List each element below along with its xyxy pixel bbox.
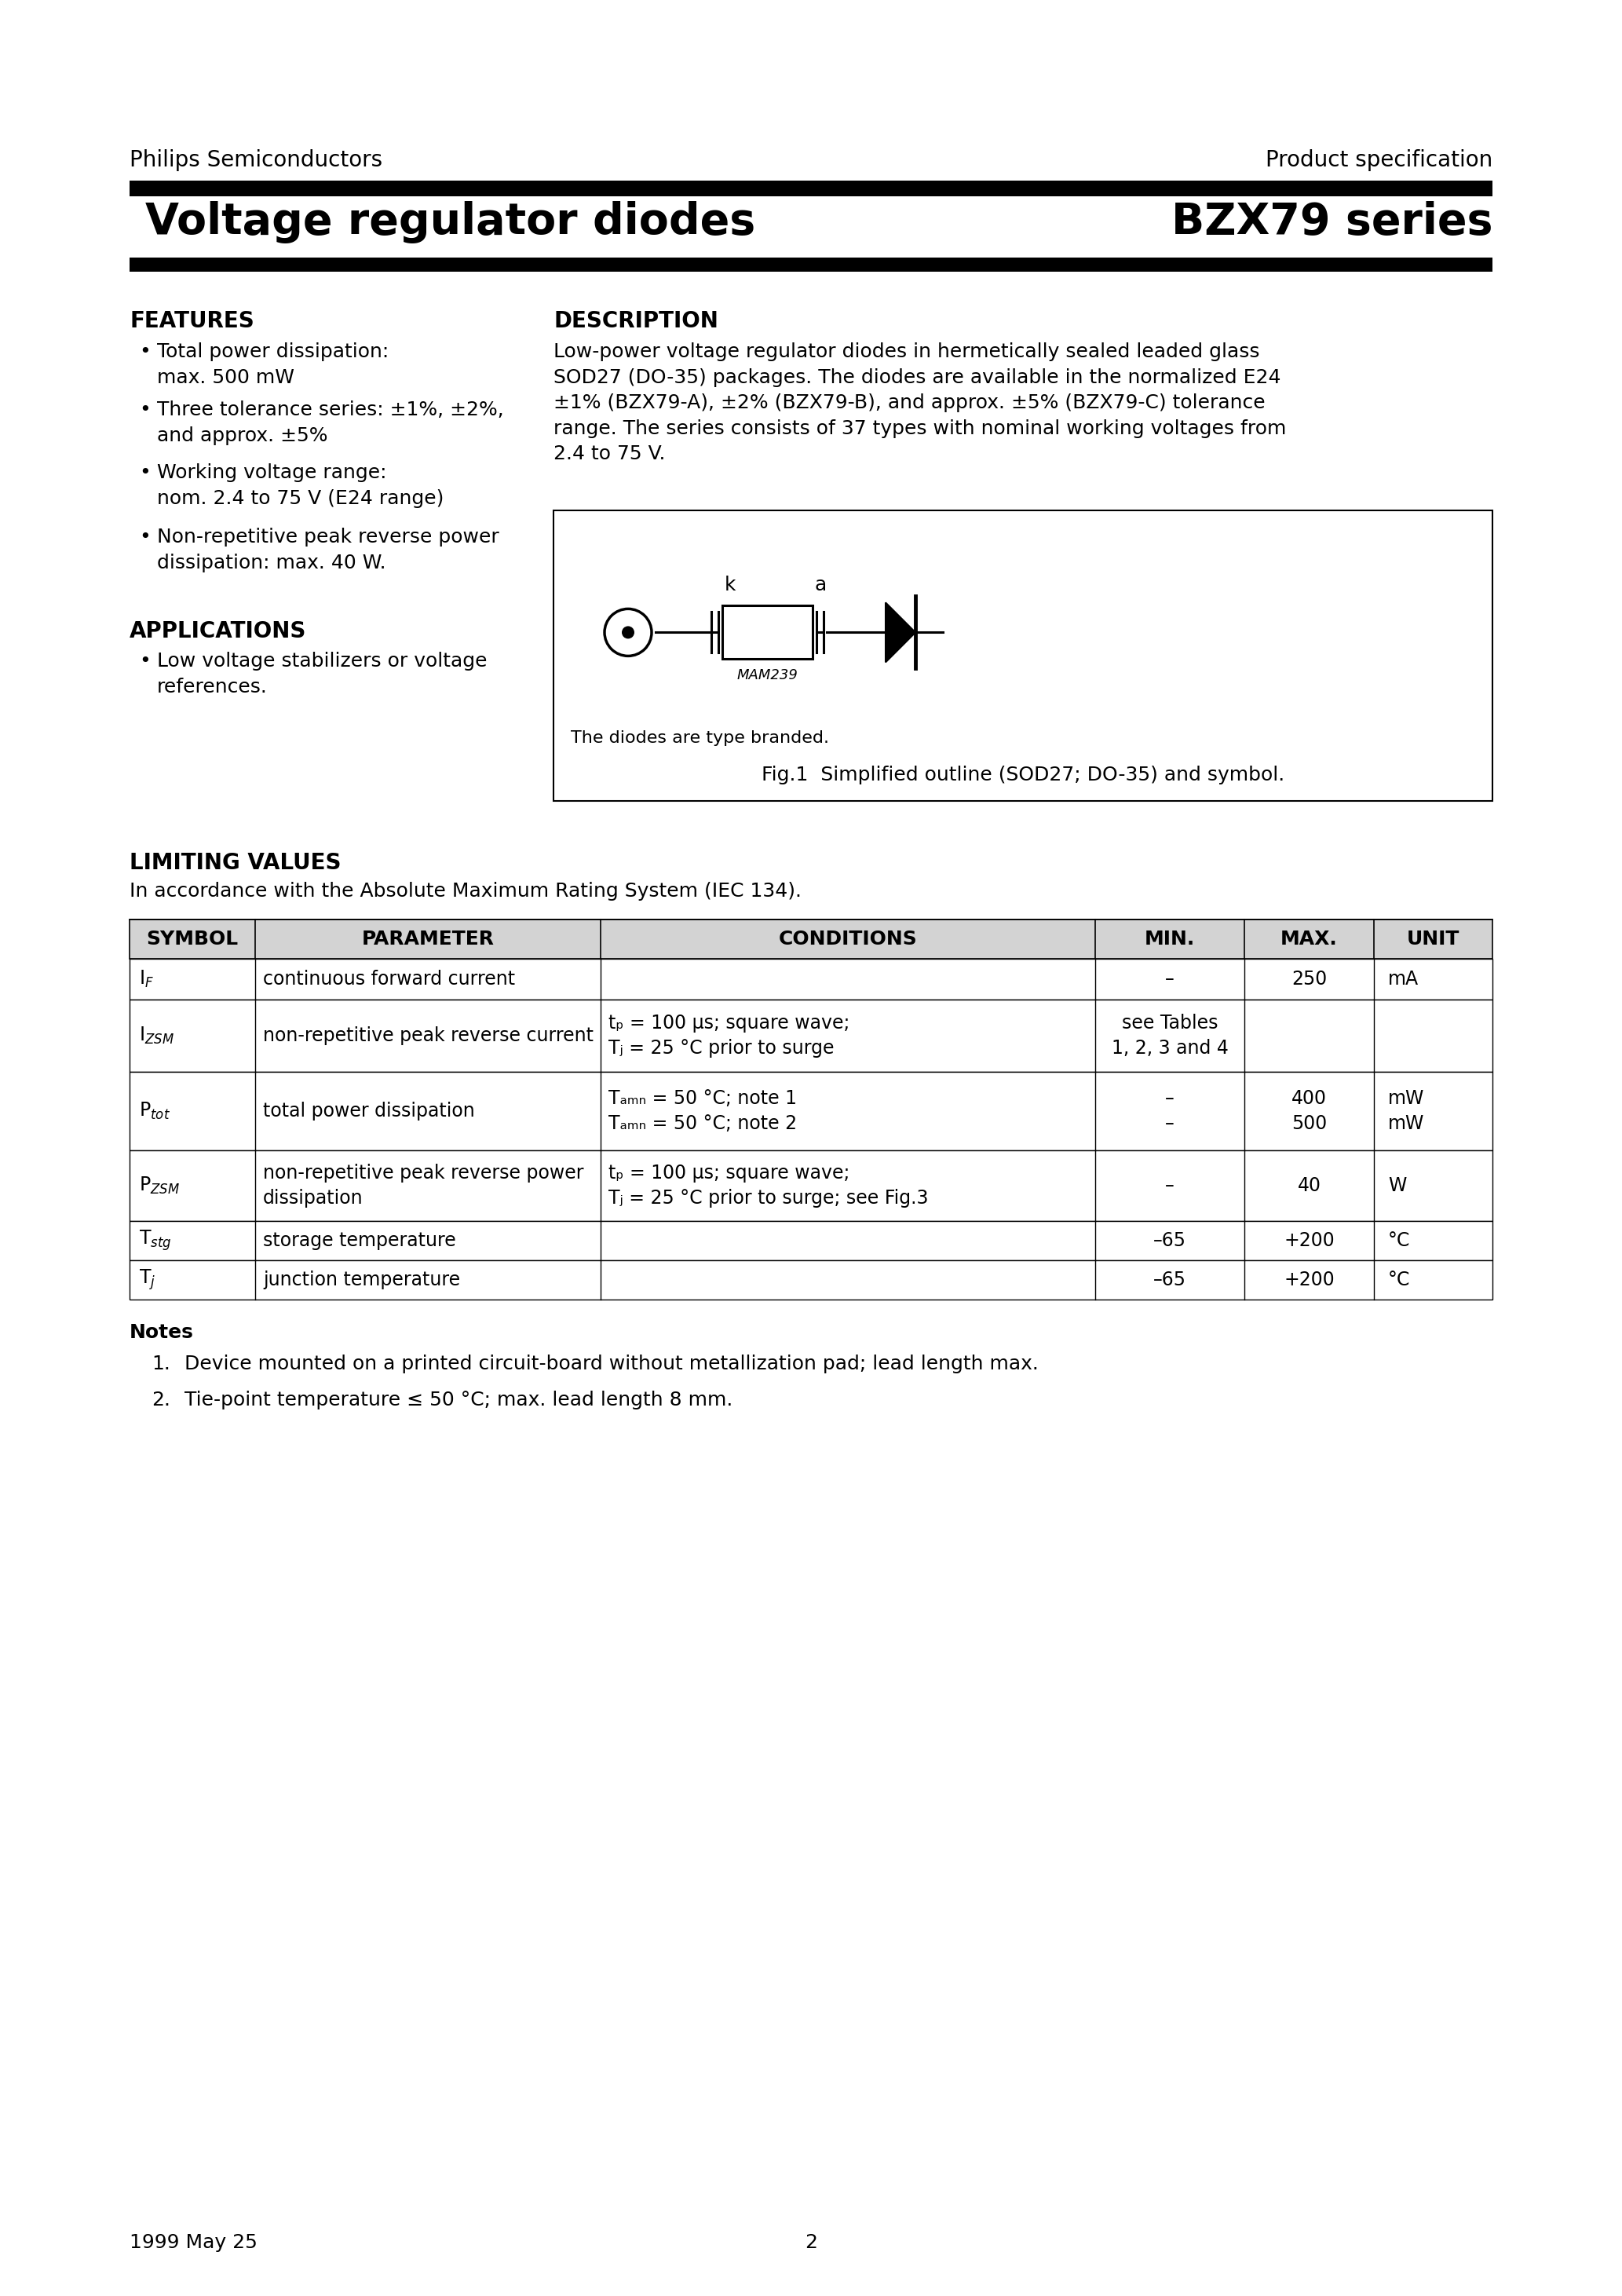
Text: –65: –65 [1153, 1231, 1186, 1249]
Text: –65: –65 [1153, 1270, 1186, 1290]
Bar [130, 1072, 1492, 1150]
Text: Three tolerance series: ±1%, ±2%,
and approx. ±5%: Three tolerance series: ±1%, ±2%, and ap… [157, 400, 504, 445]
Text: total power dissipation: total power dissipation [263, 1102, 475, 1120]
Bar [130, 999, 1492, 1072]
Bar [130, 918, 1492, 960]
Text: PARAMETER: PARAMETER [362, 930, 495, 948]
Text: °C: °C [1388, 1231, 1410, 1249]
Text: P$_{tot}$: P$_{tot}$ [139, 1100, 170, 1120]
Text: Philips Semiconductors: Philips Semiconductors [130, 149, 383, 172]
Text: Voltage regulator diodes: Voltage regulator diodes [146, 202, 756, 243]
Text: non-repetitive peak reverse power
dissipation: non-repetitive peak reverse power dissip… [263, 1164, 584, 1208]
Text: 2: 2 [805, 2234, 817, 2252]
Text: –: – [1165, 969, 1174, 990]
Text: 400
500: 400 500 [1291, 1088, 1327, 1132]
Text: Device mounted on a printed circuit-board without metallization pad; lead length: Device mounted on a printed circuit-boar… [185, 1355, 1038, 1373]
Bar [130, 257, 1492, 271]
Text: •: • [139, 464, 151, 482]
Bar [722, 606, 813, 659]
Text: DESCRIPTION: DESCRIPTION [553, 310, 719, 333]
Bar [130, 1261, 1492, 1300]
Text: CONDITIONS: CONDITIONS [779, 930, 918, 948]
Text: Product specification: Product specification [1265, 149, 1492, 172]
Text: 40: 40 [1298, 1176, 1320, 1196]
Text: continuous forward current: continuous forward current [263, 969, 516, 990]
Text: Low-power voltage regulator diodes in hermetically sealed leaded glass
SOD27 (DO: Low-power voltage regulator diodes in he… [553, 342, 1286, 464]
Text: SYMBOL: SYMBOL [146, 930, 238, 948]
Text: •: • [139, 400, 151, 420]
Text: k: k [725, 576, 736, 595]
Text: UNIT: UNIT [1406, 930, 1460, 948]
Text: –: – [1165, 1176, 1174, 1196]
Text: Non-repetitive peak reverse power
dissipation: max. 40 W.: Non-repetitive peak reverse power dissip… [157, 528, 500, 572]
Bar [130, 1221, 1492, 1261]
Bar [553, 510, 1492, 801]
Text: Fig.1  Simplified outline (SOD27; DO-35) and symbol.: Fig.1 Simplified outline (SOD27; DO-35) … [761, 765, 1285, 785]
Text: tₚ = 100 μs; square wave;
Tⱼ = 25 °C prior to surge; see Fig.3: tₚ = 100 μs; square wave; Tⱼ = 25 °C pri… [608, 1164, 928, 1208]
Circle shape [621, 627, 634, 638]
Text: Notes: Notes [130, 1322, 193, 1341]
Text: °C: °C [1388, 1270, 1410, 1290]
Text: MIN.: MIN. [1145, 930, 1195, 948]
Text: APPLICATIONS: APPLICATIONS [130, 620, 307, 643]
Text: MAX.: MAX. [1281, 930, 1338, 948]
Text: Total power dissipation:
max. 500 mW: Total power dissipation: max. 500 mW [157, 342, 389, 386]
Polygon shape [886, 602, 915, 661]
Text: –
–: – – [1165, 1088, 1174, 1132]
Text: T$_j$: T$_j$ [139, 1267, 156, 1293]
Bar [130, 181, 1492, 195]
Text: MAM239: MAM239 [736, 668, 798, 682]
Text: 250: 250 [1291, 969, 1327, 990]
Text: •: • [139, 652, 151, 670]
Text: Working voltage range:
nom. 2.4 to 75 V (E24 range): Working voltage range: nom. 2.4 to 75 V … [157, 464, 444, 507]
Text: mA: mA [1388, 969, 1419, 990]
Text: I$_F$: I$_F$ [139, 969, 154, 990]
Text: non-repetitive peak reverse current: non-repetitive peak reverse current [263, 1026, 594, 1045]
Text: +200: +200 [1283, 1231, 1335, 1249]
Text: 1.: 1. [151, 1355, 170, 1373]
Text: 1999 May 25: 1999 May 25 [130, 2234, 258, 2252]
Text: mW
mW: mW mW [1388, 1088, 1424, 1132]
Text: tₚ = 100 μs; square wave;
Tⱼ = 25 °C prior to surge: tₚ = 100 μs; square wave; Tⱼ = 25 °C pri… [608, 1015, 850, 1058]
Text: The diodes are type branded.: The diodes are type branded. [571, 730, 829, 746]
Text: junction temperature: junction temperature [263, 1270, 461, 1290]
Text: LIMITING VALUES: LIMITING VALUES [130, 852, 341, 875]
Text: I$_{ZSM}$: I$_{ZSM}$ [139, 1026, 174, 1047]
Bar [130, 960, 1492, 999]
Text: P$_{ZSM}$: P$_{ZSM}$ [139, 1176, 180, 1196]
Text: FEATURES: FEATURES [130, 310, 255, 333]
Text: storage temperature: storage temperature [263, 1231, 456, 1249]
Text: •: • [139, 342, 151, 360]
Text: see Tables
1, 2, 3 and 4: see Tables 1, 2, 3 and 4 [1111, 1015, 1228, 1058]
Text: T$_{stg}$: T$_{stg}$ [139, 1228, 172, 1254]
Text: W: W [1388, 1176, 1406, 1196]
Text: Low voltage stabilizers or voltage
references.: Low voltage stabilizers or voltage refer… [157, 652, 487, 696]
Text: 2.: 2. [151, 1391, 170, 1410]
Text: a: a [814, 576, 826, 595]
Text: BZX79 series: BZX79 series [1171, 202, 1492, 243]
Text: In accordance with the Absolute Maximum Rating System (IEC 134).: In accordance with the Absolute Maximum … [130, 882, 801, 900]
Text: Tie-point temperature ≤ 50 °C; max. lead length 8 mm.: Tie-point temperature ≤ 50 °C; max. lead… [185, 1391, 733, 1410]
Text: •: • [139, 528, 151, 546]
Text: +200: +200 [1283, 1270, 1335, 1290]
Text: Tₐₘₙ = 50 °C; note 1
Tₐₘₙ = 50 °C; note 2: Tₐₘₙ = 50 °C; note 1 Tₐₘₙ = 50 °C; note … [608, 1088, 796, 1132]
Bar [130, 1150, 1492, 1221]
